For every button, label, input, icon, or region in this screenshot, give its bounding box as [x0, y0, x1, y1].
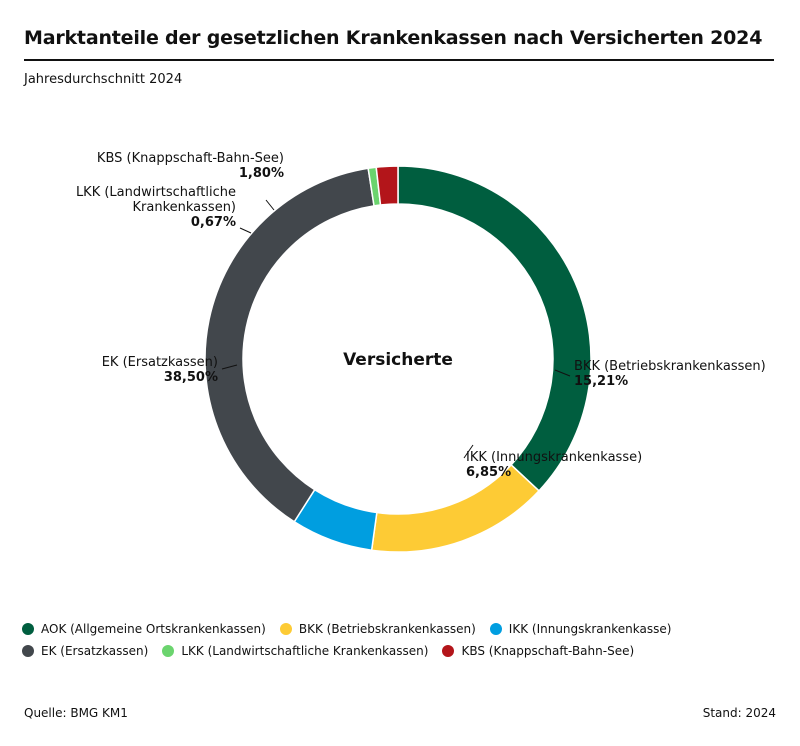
data-label-value-kbs: 1,80% — [239, 166, 284, 181]
legend-label-kbs: KBS (Knappschaft-Bahn-See) — [461, 644, 635, 658]
legend-label-ek: EK (Ersatzkassen) — [41, 644, 149, 658]
legend-item-aok: AOK (Allgemeine Ortskrankenkassen) — [22, 622, 266, 636]
legend-item-lkk: LKK (Landwirtschaftliche Krankenkassen) — [162, 644, 428, 658]
legend-row: EK (Ersatzkassen) LKK (Landwirtschaftlich… — [22, 640, 782, 662]
data-label-name-ek: EK (Ersatzkassen) — [102, 355, 218, 370]
data-label-name-lkk: Krankenkassen) — [133, 200, 237, 215]
legend-label-bkk: BKK (Betriebskrankenkassen) — [298, 622, 476, 636]
title-divider — [24, 59, 774, 61]
donut-slice-kbs — [375, 165, 399, 206]
data-label-name-kbs: KBS (Knappschaft-Bahn-See) — [97, 151, 284, 166]
legend-label-ikk: IKK (Innungskrankenkasse) — [508, 622, 672, 636]
legend-item-bkk: BKK (Betriebskrankenkassen) — [279, 622, 476, 636]
legend-label-aok: AOK (Allgemeine Ortskrankenkassen) — [41, 622, 266, 636]
legend-row: AOK (Allgemeine Ortskrankenkassen) BKK (B… — [22, 618, 782, 640]
legend-item-kbs: KBS (Knappschaft-Bahn-See) — [442, 644, 634, 658]
leader-line-lkk — [239, 227, 252, 234]
legend-label-lkk: LKK (Landwirtschaftliche Krankenkassen) — [181, 644, 429, 658]
legend-swatch-ek — [22, 645, 34, 657]
leader-line-bkk — [554, 369, 571, 377]
data-label-name-bkk: BKK (Betriebskrankenkassen) — [574, 359, 766, 374]
data-label-value-ek: 38,50% — [164, 370, 218, 385]
data-label-name-lkk: LKK (Landwirtschaftliche — [76, 185, 236, 200]
legend-swatch-kbs — [442, 645, 455, 657]
stand-note: Stand: 2024 — [702, 706, 776, 720]
legend-item-ikk: IKK (Innungskrankenkasse) — [489, 622, 672, 636]
center-label: Versicherte — [343, 350, 453, 370]
data-label-value-ikk: 6,85% — [466, 465, 511, 480]
donut-slice-aok — [397, 165, 592, 492]
legend-swatch-bkk — [279, 623, 292, 635]
legend-item-ek: EK (Ersatzkassen) — [22, 644, 148, 658]
data-label-name-ikk: IKK (Innungskrankenkasse) — [466, 450, 642, 465]
chart-subtitle: Jahresdurchschnitt 2024 — [24, 72, 183, 87]
leader-line-ek — [221, 364, 238, 370]
chart-legend: AOK (Allgemeine Ortskrankenkassen) BKK (B… — [22, 618, 782, 662]
data-label-value-lkk: 0,67% — [191, 215, 236, 230]
data-label-value-bkk: 15,21% — [574, 374, 628, 389]
chart-title: Marktanteile der gesetzlichen Krankenkas… — [24, 27, 763, 49]
source-note: Quelle: BMG KM1 — [24, 706, 128, 720]
legend-swatch-ikk — [489, 623, 502, 635]
legend-swatch-aok — [22, 623, 34, 635]
donut-slice-bkk — [370, 463, 541, 553]
leader-line-kbs — [265, 199, 275, 211]
legend-swatch-lkk — [162, 645, 175, 657]
donut-chart: AOK (Allgemeine Ortskrankenkassen)36,97%… — [76, 151, 766, 553]
leader-line-ikk — [463, 444, 474, 459]
